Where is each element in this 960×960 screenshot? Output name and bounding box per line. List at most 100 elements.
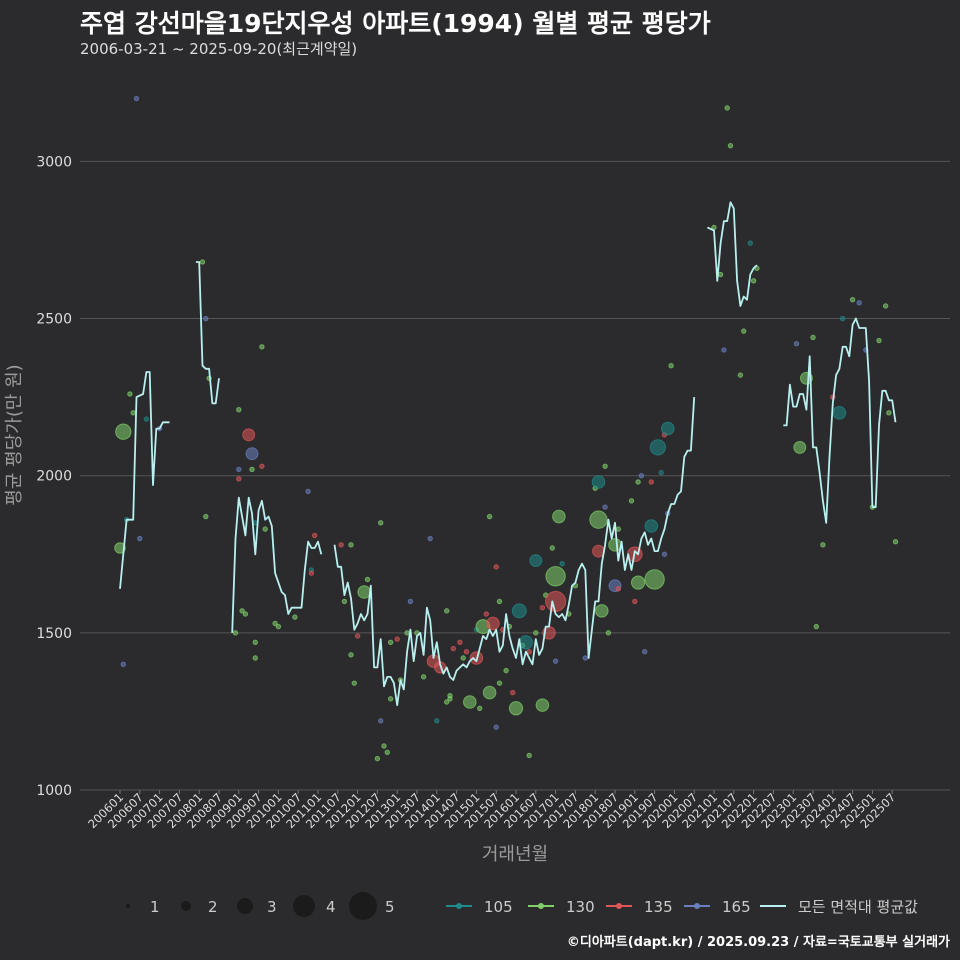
chart-title: 주엽 강선마을19단지우성 아파트(1994) 월별 평균 평당가 — [80, 9, 711, 38]
y-tick-label: 2000 — [36, 469, 72, 485]
scatter-point — [381, 743, 387, 749]
scatter-point — [658, 469, 664, 476]
scatter-point — [535, 698, 550, 712]
scatter-point — [384, 749, 390, 755]
scatter-point — [545, 566, 566, 587]
scatter-point — [642, 649, 648, 655]
scatter-point — [856, 300, 862, 306]
scatter-point — [496, 598, 503, 605]
average-line — [783, 317, 897, 524]
scatter-point — [351, 680, 357, 686]
scatter-point — [232, 630, 239, 636]
y-tick-label: 1000 — [36, 783, 72, 799]
scatter-point — [387, 639, 394, 645]
scatter-point — [508, 701, 524, 716]
scatter-point — [203, 513, 209, 520]
scatter-point — [420, 674, 427, 680]
scatter-point — [482, 685, 497, 700]
scatter-point — [203, 315, 209, 322]
scatter-point — [272, 620, 278, 627]
scatter-point — [312, 532, 318, 539]
scatter-point — [242, 428, 256, 442]
scatter-point — [661, 551, 668, 557]
scatter-point — [876, 337, 882, 344]
scatter-point — [236, 466, 242, 473]
scatter-point — [648, 479, 654, 485]
scatter-point — [810, 334, 816, 341]
scatter-point — [357, 585, 371, 599]
scatter-point — [793, 440, 807, 454]
scatter-point — [460, 655, 466, 661]
scatter-point — [511, 603, 527, 619]
scatter-point — [526, 649, 532, 655]
scatter-point — [750, 278, 757, 284]
size-legend-dot — [293, 895, 315, 917]
scatter-point — [338, 542, 344, 548]
scatter-point — [199, 259, 206, 265]
scatter-point — [444, 699, 450, 705]
scatter-point — [638, 473, 645, 479]
scatter-point — [378, 520, 384, 526]
scatter-point — [114, 542, 126, 554]
scatter-point — [463, 695, 477, 709]
scatter-point — [252, 639, 259, 645]
scatter-point — [127, 391, 133, 397]
scatter-point — [628, 498, 635, 504]
scatter-point — [407, 598, 414, 605]
y-tick-label: 2500 — [36, 312, 72, 328]
scatter-point — [252, 655, 259, 661]
scatter-point — [143, 416, 150, 422]
legend-swatch-dot — [456, 903, 462, 909]
average-line — [707, 201, 758, 307]
y-tick-label: 3000 — [36, 154, 72, 170]
scatter-point — [292, 614, 298, 620]
scatter-point — [644, 519, 659, 533]
scatter-point — [602, 504, 608, 510]
scatter-point — [249, 466, 255, 473]
scatter-point — [496, 680, 503, 686]
legend-label: 130 — [566, 898, 595, 916]
legend-label: 모든 면적대 평균값 — [798, 898, 918, 916]
scatter-point — [275, 623, 282, 630]
size-legend-label: 3 — [267, 898, 277, 916]
scatter-point — [632, 598, 638, 605]
size-legend-dot — [126, 904, 130, 908]
scatter-point — [813, 623, 819, 630]
scatter-point — [404, 630, 410, 636]
scatter-point — [539, 605, 546, 611]
scatter-point — [615, 526, 621, 532]
size-legend-dot — [349, 892, 377, 920]
scatter-point — [378, 718, 384, 724]
scatter-point — [236, 476, 242, 482]
legend-label: 135 — [644, 898, 673, 916]
scatter-point — [741, 328, 747, 334]
scatter-point — [493, 564, 499, 570]
average-line — [231, 496, 323, 633]
size-legend-label: 5 — [385, 898, 395, 916]
scatter-point — [589, 510, 608, 529]
scatter-point — [727, 142, 734, 149]
legend-swatch-dot — [694, 903, 700, 909]
scatter-point — [630, 575, 646, 590]
scatter-point — [849, 296, 856, 303]
size-legend-label: 2 — [208, 898, 218, 916]
scatter-point — [668, 362, 674, 369]
scatter-point — [444, 608, 450, 614]
source-footer: ©디아파트(dapt.kr) / 2025.09.23 / 자료=국토교통부 실… — [566, 935, 950, 950]
scatter-point — [635, 479, 641, 485]
scatter-point — [354, 633, 361, 639]
scatter-point — [724, 105, 730, 111]
scatter-point — [239, 608, 245, 614]
scatter-point — [533, 630, 539, 636]
scatter-point — [483, 611, 489, 617]
scatter-point — [262, 526, 268, 532]
scatter-point — [510, 689, 516, 696]
scatter-point — [595, 604, 609, 618]
scatter-point — [649, 439, 667, 456]
scatter-point — [526, 752, 532, 759]
scatter-point — [518, 635, 534, 650]
scatter-point — [552, 509, 566, 524]
scatter-point — [721, 347, 727, 353]
scatter-point — [486, 513, 493, 520]
